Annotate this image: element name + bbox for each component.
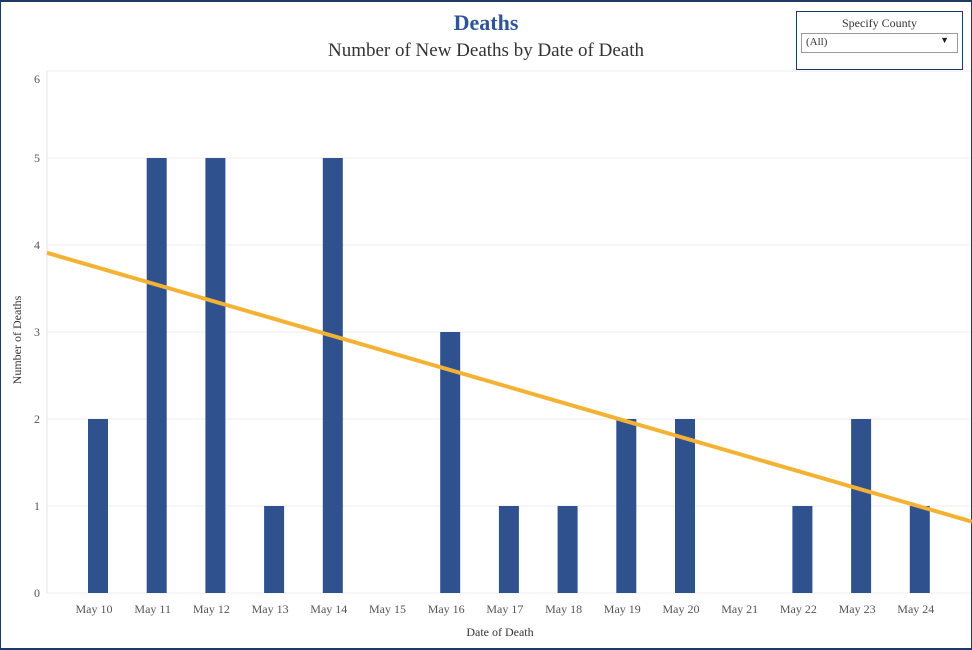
x-tick-label: May 19 xyxy=(604,602,641,616)
county-filter-label: Specify County xyxy=(842,16,917,30)
bar xyxy=(792,506,813,593)
bar xyxy=(322,158,343,593)
x-tick-label: May 10 xyxy=(76,602,113,616)
y-tick-label: 4 xyxy=(34,238,40,252)
trend-line-group xyxy=(46,250,972,524)
x-tick-label: May 20 xyxy=(663,602,700,616)
y-tick-label: 1 xyxy=(34,499,40,513)
bars xyxy=(88,158,930,593)
dropdown-arrow-icon[interactable]: ▼ xyxy=(940,35,949,45)
bar xyxy=(498,506,519,593)
x-tick-label: May 21 xyxy=(721,602,758,616)
bar xyxy=(440,332,461,593)
bar xyxy=(205,158,226,593)
y-tick-label: 5 xyxy=(34,151,40,165)
bar xyxy=(557,506,578,593)
y-tick-label: 3 xyxy=(34,325,40,339)
x-tick-label: May 22 xyxy=(780,602,817,616)
x-tick-label: May 24 xyxy=(897,602,934,616)
x-tick-label: May 16 xyxy=(428,602,465,616)
x-tick-label: May 18 xyxy=(545,602,582,616)
county-dropdown-value: (All) xyxy=(806,36,828,48)
chart-title: Deaths xyxy=(453,10,519,35)
bar xyxy=(264,506,285,593)
y-tick-label: 6 xyxy=(34,72,40,86)
x-tick-label: May 12 xyxy=(193,602,230,616)
bar xyxy=(909,506,930,593)
y-axis-title: Number of Deaths xyxy=(10,295,24,384)
bar xyxy=(146,158,167,593)
bar xyxy=(88,419,108,593)
x-axis-title: Date of Death xyxy=(466,625,533,639)
x-tick-label: May 13 xyxy=(252,602,289,616)
trend-line xyxy=(46,250,972,524)
x-tick-label: May 23 xyxy=(839,602,876,616)
y-tick-label: 0 xyxy=(34,586,40,600)
x-tick-label: May 11 xyxy=(134,602,171,616)
gridlines xyxy=(46,70,970,594)
chart-subtitle: Number of New Deaths by Date of Death xyxy=(327,40,645,61)
x-axis-ticks: May 10 May 11 May 12 May 13 May 14 May 15 May … xyxy=(76,602,935,616)
bar xyxy=(851,419,872,593)
x-tick-label: May 17 xyxy=(486,602,523,616)
bar xyxy=(675,419,695,593)
county-filter: Specify County (All) ▼ xyxy=(796,11,963,70)
county-dropdown[interactable]: (All) ▼ xyxy=(801,33,958,53)
y-tick-label: 2 xyxy=(34,412,40,426)
y-axis-ticks: 0 1 2 3 4 5 6 xyxy=(34,72,40,600)
x-tick-label: May 14 xyxy=(310,602,347,616)
x-tick-label: May 15 xyxy=(369,602,406,616)
bar xyxy=(616,419,637,593)
